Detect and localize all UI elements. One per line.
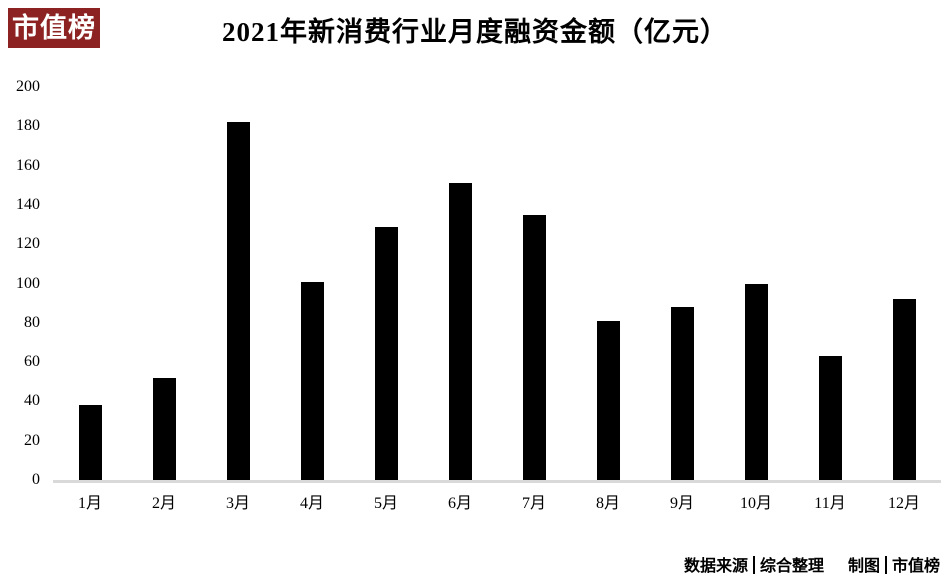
bar-3月 (226, 122, 250, 480)
y-axis-tick-label: 0 (32, 471, 40, 488)
y-axis-tick-label: 80 (24, 313, 40, 331)
bar-8月 (596, 320, 620, 480)
x-axis-tick-label: 9月 (669, 495, 694, 512)
y-axis-tick-label: 200 (16, 78, 40, 95)
x-axis-tick-label: 3月 (225, 495, 250, 512)
bar-6月 (448, 183, 472, 480)
x-axis-tick-label: 8月 (595, 495, 620, 512)
x-axis-tick-label: 6月 (447, 495, 472, 512)
chart-by-label: 制图 (847, 558, 880, 575)
x-axis-tick-label: 10月 (739, 495, 772, 512)
bar-5月 (374, 226, 398, 480)
chart-by-value: 市值榜 (891, 558, 940, 575)
x-axis-tick-label: 11月 (814, 495, 846, 512)
bar-1月 (78, 405, 102, 480)
y-axis-tick-label: 100 (16, 274, 40, 292)
x-axis-tick-label: 12月 (887, 495, 920, 512)
bar-7月 (522, 214, 546, 480)
divider (752, 556, 755, 574)
x-axis-tick-label: 1月 (77, 495, 102, 512)
y-axis-tick-label: 20 (24, 431, 40, 449)
brand-logo: 市值榜 (8, 8, 100, 48)
y-axis-tick-label: 40 (24, 392, 40, 410)
bar-9月 (670, 307, 694, 480)
y-axis-tick-label: 140 (16, 195, 40, 213)
x-axis-tick-label: 4月 (299, 495, 324, 512)
bar-10月 (744, 283, 768, 480)
bar-11月 (818, 356, 842, 480)
bar-12月 (892, 299, 916, 480)
source-value: 综合整理 (759, 558, 824, 575)
chart-title: 2021年新消费行业月度融资金额（亿元） (222, 17, 728, 47)
divider (884, 556, 887, 574)
x-axis-tick-label: 7月 (521, 495, 546, 512)
x-axis-tick-label: 5月 (373, 495, 398, 512)
source-credit: 数据来源 综合整理 制图 市值榜 (684, 552, 940, 576)
bar-4月 (300, 281, 324, 480)
y-axis-tick-label: 60 (24, 353, 40, 371)
x-axis-tick-label: 2月 (151, 495, 176, 512)
source-label: 数据来源 (683, 558, 748, 575)
y-axis-tick-label: 120 (16, 235, 40, 253)
x-axis-line (53, 480, 941, 483)
y-axis-tick-label: 180 (16, 117, 40, 135)
bar-2月 (152, 377, 176, 480)
y-axis-tick-label: 160 (16, 156, 40, 174)
